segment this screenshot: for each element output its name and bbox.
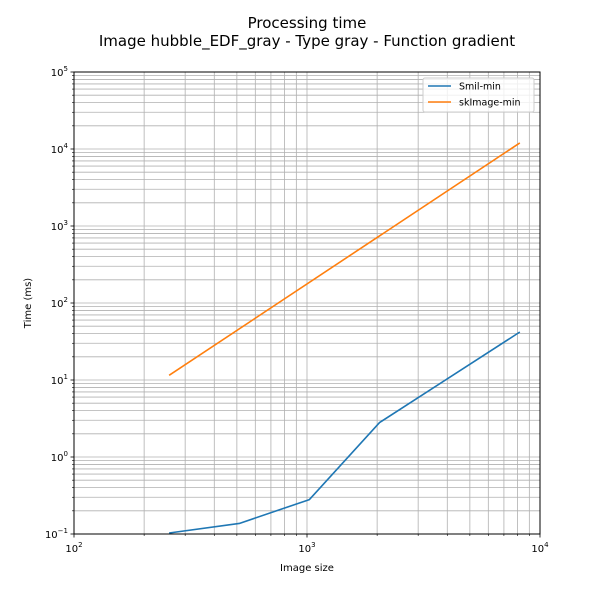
- legend-label-skimage: skImage-min: [459, 98, 521, 109]
- grid: [73, 71, 541, 535]
- legend: Smil-min skImage-min: [422, 77, 535, 113]
- x-axis-label: Image size: [280, 563, 334, 574]
- chart-title: Processing time: [248, 14, 367, 32]
- series-lines: [168, 142, 521, 534]
- y-axis-label: Time (ms): [23, 278, 34, 330]
- legend-label-smil: Smil-min: [459, 82, 501, 93]
- series-line-skimage-min: [168, 142, 521, 376]
- series-line-smil-min: [169, 331, 521, 534]
- chart-subtitle: Image hubble_EDF_gray - Type gray - Func…: [99, 32, 515, 51]
